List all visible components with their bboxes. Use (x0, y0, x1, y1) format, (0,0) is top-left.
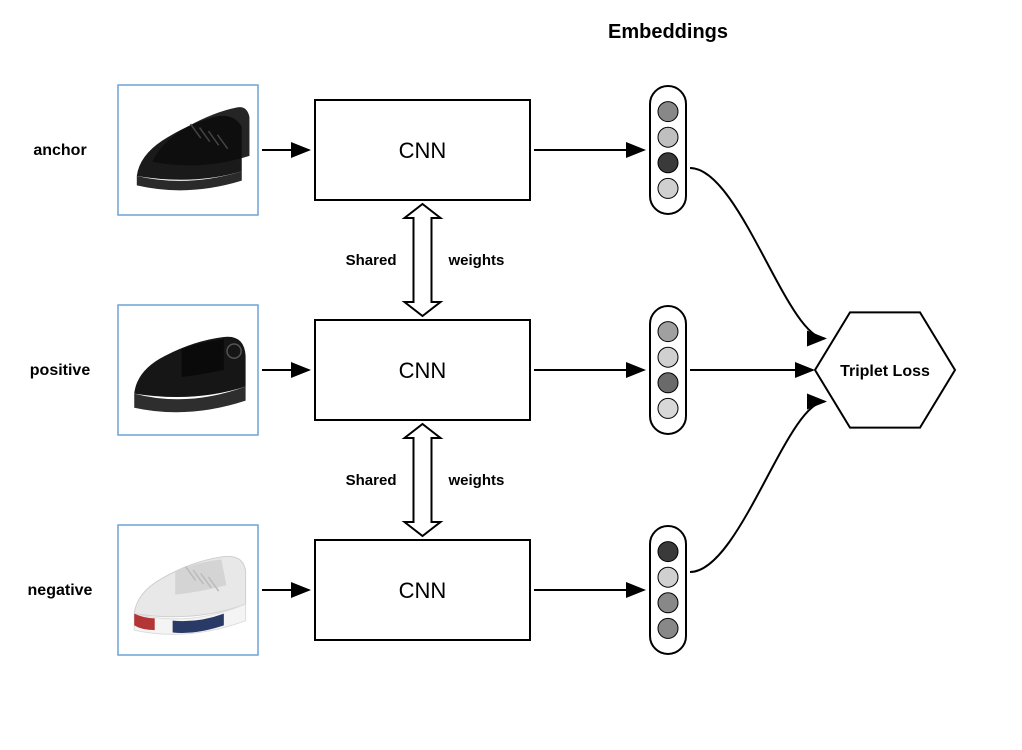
triplet-loss-label: Triplet Loss (840, 363, 930, 380)
shared-weights-arrow (405, 204, 441, 316)
positive-embedding-dot-1 (658, 347, 678, 367)
negative-label: negative (28, 582, 93, 599)
shared-weights-arrow (405, 424, 441, 536)
anchor-label: anchor (33, 142, 86, 159)
row-negative: negative CNN (28, 525, 686, 655)
shared-label-right: weights (448, 472, 505, 489)
shared-label-left: Shared (346, 472, 397, 489)
negative-embedding-dot-1 (658, 567, 678, 587)
positive-embedding-dot-2 (658, 373, 678, 393)
anchor-embedding-dot-0 (658, 102, 678, 122)
negative-embedding-dot-2 (658, 593, 678, 613)
shared-label-left: Shared (346, 252, 397, 269)
arrow-negative-to-loss (690, 402, 825, 573)
positive-embedding-dot-3 (658, 398, 678, 418)
anchor-cnn-label: CNN (399, 138, 447, 163)
negative-embedding-dot-0 (658, 542, 678, 562)
negative-embedding-dot-3 (658, 618, 678, 638)
negative-cnn-label: CNN (399, 578, 447, 603)
positive-label: positive (30, 362, 91, 379)
triplet-loss-node: Triplet Loss (815, 312, 955, 427)
embeddings-title: Embeddings (608, 21, 728, 43)
anchor-embedding-dot-1 (658, 127, 678, 147)
anchor-embedding-dot-3 (658, 178, 678, 198)
positive-cnn-label: CNN (399, 358, 447, 383)
anchor-embedding-dot-2 (658, 153, 678, 173)
shared-label-right: weights (448, 252, 505, 269)
positive-embedding-dot-0 (658, 322, 678, 342)
row-anchor: anchor CNN (33, 85, 686, 215)
triplet-diagram: Embeddings anchor CNN positive CNN negative C… (0, 0, 1022, 750)
arrow-anchor-to-loss (690, 168, 825, 339)
row-positive: positive CNN (30, 305, 686, 435)
